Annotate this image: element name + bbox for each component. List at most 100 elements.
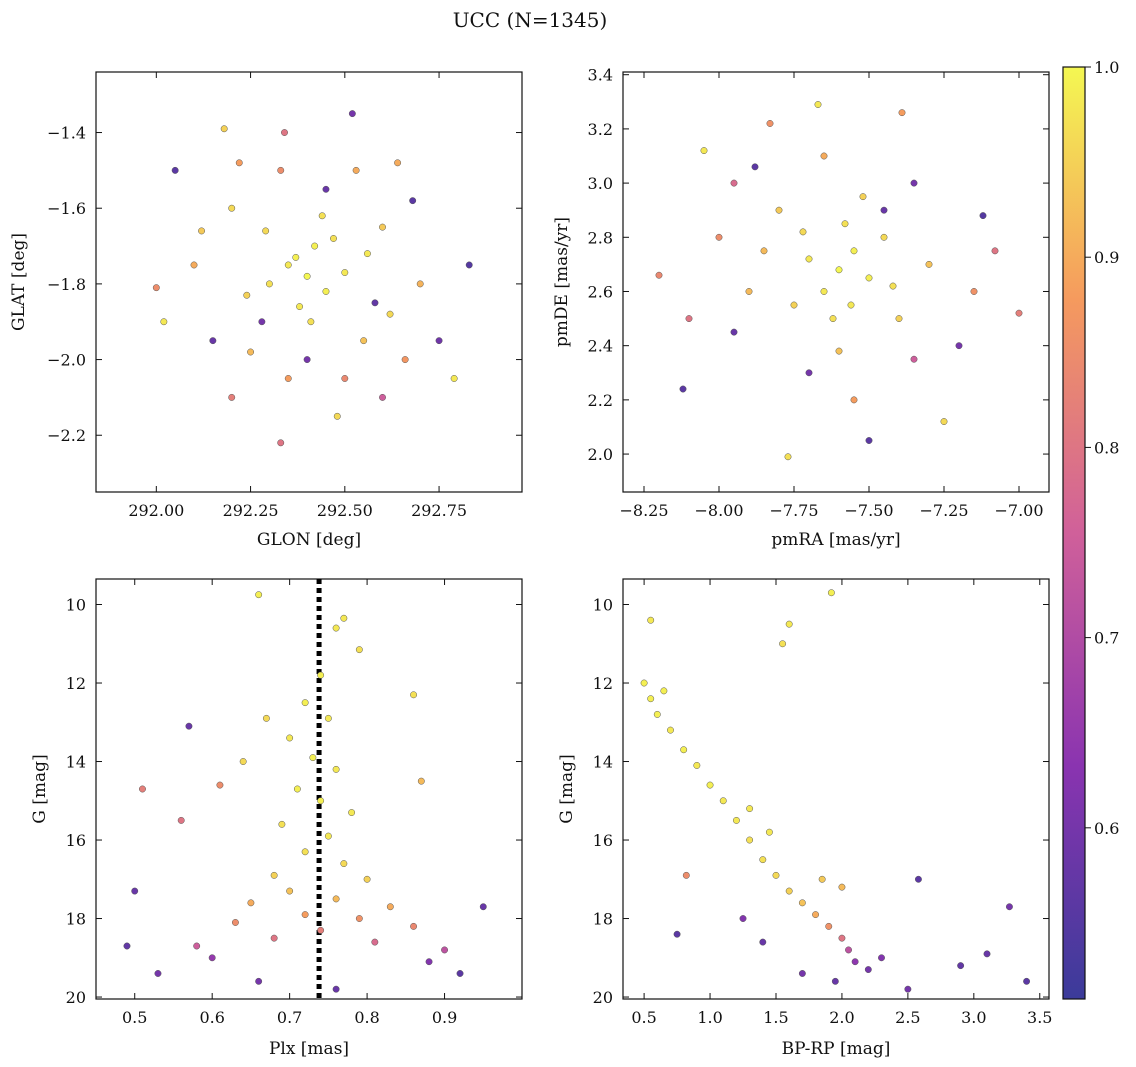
x-tick-label: 0.8: [354, 1008, 379, 1027]
data-point: [759, 938, 767, 946]
data-point: [255, 977, 263, 985]
data-point: [653, 710, 661, 718]
data-point: [914, 875, 922, 883]
data-point: [332, 985, 340, 993]
data-point: [660, 687, 668, 695]
colorbar: 0.6 0.7 0.8 0.9 1.0: [1062, 58, 1119, 1000]
data-point: [827, 589, 835, 597]
y-tick-label: 3.2: [588, 120, 613, 139]
data-point: [355, 646, 363, 654]
x-tick-label: 0.7: [277, 1008, 302, 1027]
data-point: [386, 903, 394, 911]
data-point: [835, 266, 843, 274]
data-point: [228, 393, 236, 401]
data-point: [772, 871, 780, 879]
data-point: [865, 437, 873, 444]
y-tick-label: −1.4: [47, 124, 86, 143]
data-point: [284, 375, 292, 382]
y-axis-label: G [mag]: [30, 754, 50, 823]
data-point: [348, 110, 356, 118]
data-point: [715, 233, 723, 241]
x-tick-label: 2.5: [895, 1008, 920, 1027]
data-point: [363, 250, 371, 258]
data-point: [898, 109, 906, 117]
panel-plx-g: 0.5 0.6 0.7 0.8 0.9 10 12 14 16 18 20 Plx [mas] G …: [30, 578, 523, 1059]
y-tick-label: 2.8: [588, 228, 613, 247]
data-point: [379, 223, 386, 231]
data-point: [270, 934, 278, 942]
data-point: [820, 152, 828, 160]
panel-bprp-g: 0.5 1.0 1.5 2.0 2.5 3.0 3.5 10 12 14 16 18 20 BP-RP …: [557, 578, 1052, 1059]
x-tick-label: 3.5: [1027, 1008, 1052, 1027]
data-point: [745, 288, 753, 295]
data-point: [991, 247, 999, 255]
data-point: [435, 337, 443, 345]
data-point: [878, 954, 885, 962]
data-point: [730, 179, 738, 187]
data-point: [360, 337, 368, 345]
y-tick-label: −1.8: [47, 275, 86, 294]
colorbar-tick-label: 0.9: [1094, 248, 1119, 267]
y-tick-label: 3.4: [588, 66, 613, 85]
x-tick-label: −7.75: [769, 501, 818, 520]
data-point: [317, 797, 325, 805]
colorbar-tick-label: 0.7: [1094, 629, 1119, 648]
axes-frame: [95, 71, 523, 493]
data-point: [864, 966, 872, 974]
data-point: [235, 159, 243, 167]
y-tick-label: 2.0: [588, 445, 613, 464]
data-point: [239, 758, 247, 765]
data-point: [693, 761, 701, 769]
data-point: [293, 785, 301, 793]
data-point: [340, 860, 348, 868]
x-tick-label: 0.9: [432, 1008, 457, 1027]
x-tick-label: 1.5: [763, 1008, 788, 1027]
data-point: [307, 318, 315, 326]
data-point: [700, 147, 708, 155]
y-tick-label: 20: [593, 988, 613, 1007]
data-point: [765, 828, 773, 836]
figure-title: UCC (N=1345): [453, 8, 608, 32]
data-point: [208, 954, 216, 962]
data-point: [198, 227, 206, 235]
data-point: [465, 261, 473, 269]
data-point: [355, 915, 363, 922]
x-tick-label: 292.50: [317, 501, 373, 520]
data-point: [177, 816, 185, 824]
data-point: [301, 911, 309, 919]
x-tick-label: −8.25: [619, 501, 668, 520]
data-point: [324, 714, 332, 722]
data-point: [247, 899, 255, 907]
data-point: [243, 291, 251, 299]
data-point: [865, 274, 873, 282]
data-point: [417, 777, 425, 785]
data-point: [277, 439, 285, 447]
data-point: [739, 915, 747, 922]
data-point: [456, 970, 464, 977]
y-tick-label: 12: [66, 674, 86, 693]
data-point: [363, 875, 371, 883]
data-point: [292, 253, 300, 261]
x-tick-label: 3.0: [961, 1008, 986, 1027]
data-point: [850, 247, 858, 255]
data-point: [258, 318, 266, 326]
data-point: [1015, 309, 1023, 317]
y-tick-label: −1.6: [47, 199, 86, 218]
x-tick-label: 2.0: [829, 1008, 854, 1027]
data-point: [1005, 903, 1013, 911]
data-point: [760, 247, 768, 255]
data-point: [416, 280, 424, 288]
data-point: [859, 193, 867, 201]
data-point: [679, 385, 687, 393]
y-axis-label: pmDE [mas/yr]: [552, 217, 572, 347]
data-point: [825, 922, 833, 930]
y-tick-label: 16: [66, 831, 86, 850]
data-point: [880, 206, 888, 214]
data-point: [262, 714, 270, 722]
x-axis-label: BP-RP [mag]: [782, 1039, 891, 1059]
data-point: [680, 746, 688, 754]
data-point: [317, 926, 325, 934]
data-point: [371, 938, 379, 946]
data-point: [278, 820, 286, 828]
